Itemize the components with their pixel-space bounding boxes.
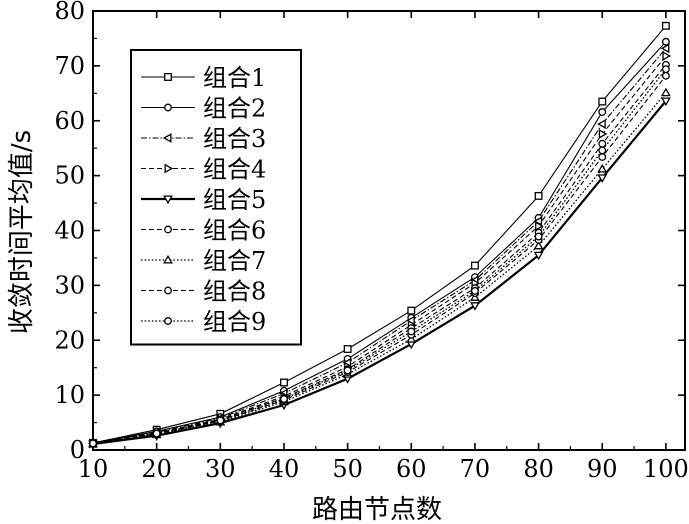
- y-tick-label: 20: [54, 326, 85, 354]
- x-tick-label: 10: [78, 455, 109, 483]
- data-point: [660, 97, 671, 107]
- data-point: [164, 225, 172, 234]
- series-line: [92, 47, 667, 444]
- x-tick-label: 100: [643, 455, 689, 483]
- data-point: [598, 153, 607, 161]
- data-point: [280, 395, 288, 403]
- data-point: [598, 139, 607, 148]
- legend-label: 组合3: [203, 125, 266, 153]
- data-point: [343, 366, 352, 375]
- x-tick-label: 30: [205, 455, 236, 483]
- y-tick-label: 70: [54, 52, 85, 80]
- x-axis-title: 路由节点数: [312, 495, 442, 524]
- series-lines: [87, 21, 672, 450]
- y-tick-label: 10: [54, 381, 85, 409]
- y-tick-label: 40: [54, 217, 85, 245]
- data-point: [164, 286, 172, 295]
- legend-item-7: 组合7: [141, 247, 266, 275]
- data-point: [661, 71, 670, 80]
- data-point: [597, 174, 608, 183]
- legend-label: 组合1: [203, 64, 266, 92]
- data-point: [598, 129, 608, 139]
- series-line: [92, 100, 667, 446]
- x-tick-label: 20: [141, 455, 172, 483]
- data-point: [164, 103, 172, 112]
- legend-label: 组合8: [203, 278, 266, 306]
- legend-item-8: 组合8: [141, 278, 266, 306]
- data-point: [164, 163, 174, 174]
- data-point: [280, 378, 288, 387]
- x-tick-label: 90: [587, 455, 618, 483]
- legend-label: 组合4: [203, 156, 266, 184]
- legend-item-3: 组合3: [141, 125, 266, 153]
- x-tick-label: 60: [396, 455, 427, 483]
- data-point: [470, 302, 480, 311]
- data-point: [89, 439, 97, 448]
- legend-label: 组合6: [203, 217, 266, 245]
- data-point: [533, 240, 544, 250]
- series-line: [92, 68, 667, 445]
- legend-label: 组合7: [203, 247, 266, 275]
- data-point: [598, 108, 607, 116]
- legend-item-5: 组合5: [141, 186, 266, 214]
- data-point: [661, 37, 670, 46]
- data-point: [470, 286, 479, 295]
- y-tick-label: 30: [54, 271, 85, 299]
- data-point: [533, 251, 544, 261]
- series-line: [92, 41, 667, 444]
- y-tick-label: 0: [70, 436, 85, 464]
- data-point: [163, 254, 173, 264]
- legend-label: 组合2: [203, 95, 266, 123]
- data-point: [152, 429, 161, 438]
- series-line: [92, 25, 667, 444]
- legend-item-1: 组合1: [141, 64, 266, 92]
- y-axis-title: 收敛时间平均值/s: [7, 130, 37, 334]
- data-point: [343, 345, 352, 353]
- y-tick-label: 50: [54, 162, 85, 190]
- data-point: [597, 119, 606, 129]
- data-point: [534, 232, 543, 241]
- x-tick-label: 50: [332, 455, 363, 483]
- data-point: [661, 21, 670, 30]
- data-point: [470, 261, 479, 270]
- data-point: [407, 327, 416, 336]
- series-9: [89, 65, 670, 448]
- series-line: [92, 64, 667, 444]
- data-point: [164, 317, 172, 325]
- legend-item-9: 组合9: [141, 308, 266, 336]
- data-point: [162, 133, 172, 143]
- data-point: [163, 195, 173, 205]
- series-1: [89, 21, 670, 447]
- legend-item-2: 组合2: [141, 95, 266, 123]
- legend-item-6: 组合6: [141, 217, 266, 245]
- data-point: [535, 221, 544, 232]
- x-tick-label: 40: [269, 455, 300, 483]
- data-point: [534, 191, 543, 200]
- data-point: [597, 163, 608, 173]
- series-line: [92, 75, 667, 445]
- data-point: [662, 51, 672, 61]
- data-point: [407, 306, 416, 315]
- data-point: [660, 87, 671, 97]
- y-tick-label: 60: [54, 107, 85, 135]
- x-tick-label: 70: [460, 455, 491, 483]
- data-point: [598, 146, 607, 155]
- data-point: [661, 65, 670, 74]
- data-point: [216, 416, 225, 425]
- y-tick-label: 80: [54, 0, 85, 25]
- legend-box: [130, 49, 302, 346]
- data-point: [660, 43, 670, 54]
- x-tick-label: 80: [523, 455, 554, 483]
- legend-label: 组合9: [203, 308, 266, 336]
- data-point: [598, 97, 607, 106]
- legend-item-4: 组合4: [141, 156, 266, 184]
- legend-label: 组合5: [203, 186, 266, 214]
- data-point: [164, 73, 172, 81]
